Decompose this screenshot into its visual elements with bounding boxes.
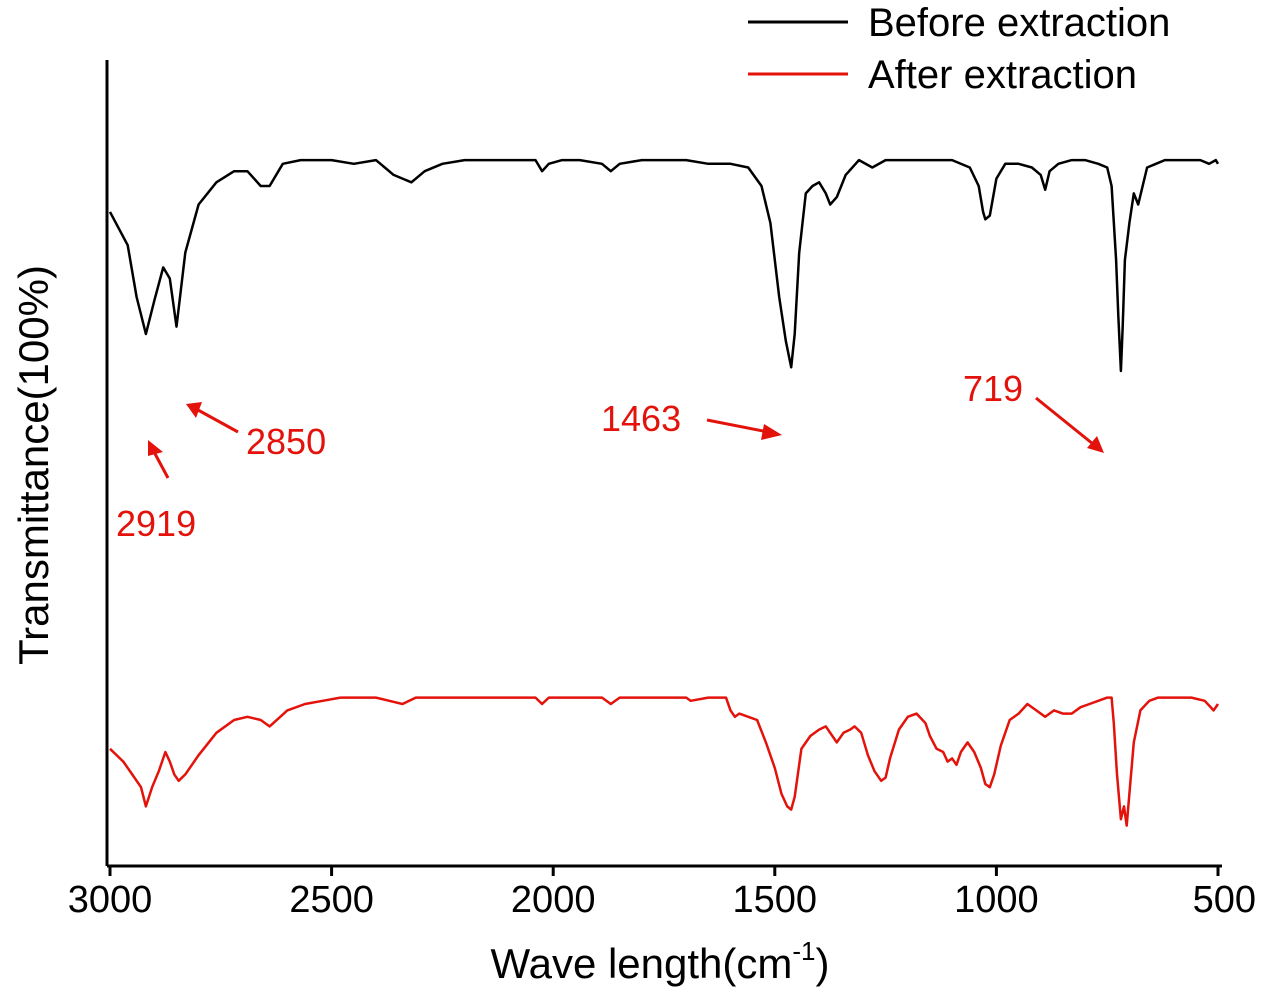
x-tick-label: 500 [1193,879,1256,921]
x-tick-label: 2500 [289,879,374,921]
annotation-2919-arrowhead [148,440,163,456]
annotation-719-label: 719 [963,368,1023,409]
annotation-1463-arrow [706,418,769,434]
series-line-after-extraction [109,696,1220,827]
annotation-1463-arrowhead [761,424,782,440]
annotation-2919-label: 2919 [116,503,196,544]
annotations: 2919 2850 1463 719 [116,368,1104,544]
x-ticks: 3000 2500 2000 1500 1000 500 [68,866,1256,921]
series-layer [108,158,1220,827]
x-tick-label: 1000 [954,879,1039,921]
annotation-2850-arrow [197,408,239,434]
annotation-719-arrow [1035,396,1094,446]
annotation-2850-arrowhead [186,402,202,418]
legend-label-before: Before extraction [868,1,1170,45]
series-line-before-extraction [108,158,1220,373]
annotation-2850-label: 2850 [246,421,326,462]
x-axis-title: Wave length(cm-1) [491,936,830,987]
annotation-719-arrowhead [1087,436,1104,453]
x-axis-title-main: Wave length(cm [491,940,793,987]
legend: Before extraction After extraction [748,1,1170,97]
x-tick-label: 3000 [68,879,153,921]
annotation-2919-arrow [151,449,170,479]
x-tick-label: 2000 [511,879,596,921]
x-axis-title-sup: -1 [792,936,815,966]
annotation-1463-label: 1463 [601,398,681,439]
y-axis-title: Transmittance(100%) [10,265,57,665]
legend-label-after: After extraction [868,53,1137,97]
x-tick-label: 1500 [733,879,818,921]
x-axis-title-close: ) [816,940,830,987]
